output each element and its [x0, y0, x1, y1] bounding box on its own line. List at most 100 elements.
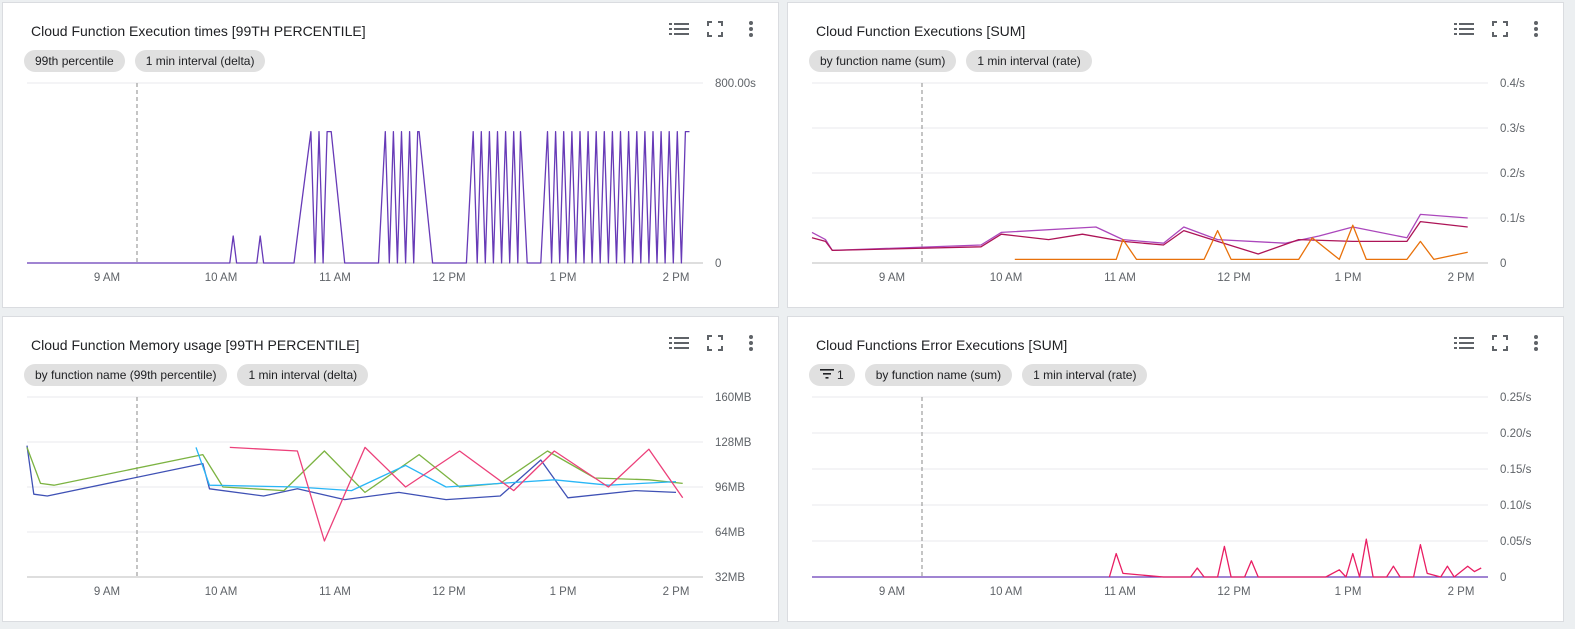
series-line — [811, 220, 1468, 255]
chart-card: Cloud Functions Error Executions [SUM] 1… — [787, 316, 1564, 622]
x-tick-label: 11 AM — [319, 272, 351, 284]
x-tick-label: 2 PM — [1448, 586, 1475, 598]
legend-list-icon — [1454, 335, 1474, 356]
more-vert-icon — [748, 20, 754, 43]
chip-row: by function name (sum) 1 min interval (r… — [809, 50, 1092, 72]
y-tick-label: 0 — [1500, 572, 1506, 584]
legend-toggle-button[interactable] — [1451, 19, 1477, 43]
interval-chip[interactable]: 1 min interval (delta) — [134, 50, 266, 72]
line-chart: 800.00s 0 9 AM 10 AM 11 AM 12 PM 1 PM 2 PM — [27, 78, 756, 284]
y-tick-label: 0 — [715, 258, 721, 270]
chart-toolbar — [1451, 19, 1549, 43]
filter-icon — [820, 364, 834, 386]
interval-chip[interactable]: 1 min interval (rate) — [1022, 364, 1148, 386]
interval-chip[interactable]: 1 min interval (rate) — [966, 50, 1092, 72]
x-tick-label: 10 AM — [990, 272, 1023, 284]
x-tick-label: 12 PM — [1217, 586, 1250, 598]
series-line — [195, 447, 677, 492]
y-tick-label: 0.25/s — [1500, 392, 1532, 404]
x-tick-label: 1 PM — [1335, 586, 1362, 598]
x-tick-label: 11 AM — [1104, 586, 1136, 598]
chip-row: 99th percentile 1 min interval (delta) — [24, 50, 266, 72]
y-tick-label: 0.05/s — [1500, 536, 1532, 548]
chart-toolbar — [1451, 333, 1549, 357]
chip-row: by function name (99th percentile) 1 min… — [24, 364, 369, 386]
chart-title: Cloud Functions Error Executions [SUM] — [816, 337, 1068, 353]
y-tick-label: 64MB — [715, 527, 745, 539]
y-tick-label: 32MB — [715, 572, 745, 584]
filter-count: 1 — [837, 368, 844, 382]
more-options-button[interactable] — [1523, 19, 1549, 43]
more-options-button[interactable] — [738, 333, 764, 357]
chart-card: Cloud Function Memory usage [99TH PERCEN… — [2, 316, 779, 622]
x-tick-label: 12 PM — [1217, 272, 1250, 284]
series-line — [26, 447, 683, 494]
y-tick-label: 128MB — [715, 437, 752, 449]
interval-chip[interactable]: 1 min interval (delta) — [237, 364, 369, 386]
more-vert-icon — [1533, 20, 1539, 43]
series-line — [229, 446, 684, 542]
series-line — [811, 213, 1468, 252]
fullscreen-button[interactable] — [1487, 333, 1513, 357]
y-tick-label: 160MB — [715, 392, 752, 404]
more-options-button[interactable] — [1523, 333, 1549, 357]
line-chart: 0.25/s 0.20/s 0.15/s 0.10/s 0.05/s 0 9 AM 10 AM… — [812, 392, 1532, 598]
fullscreen-button[interactable] — [702, 19, 728, 43]
x-tick-label: 11 AM — [319, 586, 351, 598]
x-tick-label: 10 AM — [990, 586, 1023, 598]
x-tick-label: 9 AM — [879, 586, 905, 598]
legend-list-icon — [669, 335, 689, 356]
chart-title: Cloud Function Executions [SUM] — [816, 23, 1026, 39]
y-tick-label: 96MB — [715, 482, 745, 494]
legend-toggle-button[interactable] — [666, 19, 692, 43]
legend-toggle-button[interactable] — [666, 333, 692, 357]
x-tick-label: 1 PM — [550, 586, 577, 598]
x-tick-label: 2 PM — [1448, 272, 1475, 284]
x-tick-label: 11 AM — [1104, 272, 1136, 284]
filter-chip[interactable]: 1 — [809, 364, 855, 386]
more-vert-icon — [748, 334, 754, 357]
fullscreen-icon — [1492, 334, 1508, 356]
fullscreen-icon — [707, 20, 723, 42]
x-tick-label: 9 AM — [94, 586, 120, 598]
chart-title: Cloud Function Execution times [99TH PER… — [31, 23, 366, 39]
series-line — [26, 445, 677, 501]
legend-list-icon — [669, 21, 689, 42]
grid-lines — [27, 396, 703, 578]
y-tick-label: 0.20/s — [1500, 428, 1532, 440]
legend-list-icon — [1454, 21, 1474, 42]
group-by-chip[interactable]: by function name (sum) — [864, 364, 1013, 386]
group-by-chip[interactable]: by function name (sum) — [809, 50, 957, 72]
grid-lines — [812, 396, 1488, 578]
fullscreen-icon — [1492, 20, 1508, 42]
x-tick-label: 9 AM — [94, 272, 120, 284]
legend-toggle-button[interactable] — [1451, 333, 1477, 357]
y-tick-label: 800.00s — [715, 78, 756, 90]
fullscreen-button[interactable] — [1487, 19, 1513, 43]
chart-toolbar — [666, 19, 764, 43]
y-tick-label: 0.10/s — [1500, 500, 1532, 512]
x-tick-label: 10 AM — [205, 586, 238, 598]
chip-row: 1 by function name (sum) 1 min interval … — [809, 364, 1148, 386]
chart-toolbar — [666, 333, 764, 357]
x-tick-label: 10 AM — [205, 272, 238, 284]
x-tick-label: 2 PM — [663, 586, 690, 598]
y-tick-label: 0.1/s — [1500, 213, 1525, 225]
chart-card: Cloud Function Executions [SUM] by funct… — [787, 2, 1564, 308]
y-tick-label: 0.3/s — [1500, 123, 1525, 135]
more-options-button[interactable] — [738, 19, 764, 43]
group-by-chip[interactable]: by function name (99th percentile) — [24, 364, 228, 386]
fullscreen-button[interactable] — [702, 333, 728, 357]
y-tick-label: 0.4/s — [1500, 78, 1525, 90]
x-tick-label: 2 PM — [663, 272, 690, 284]
y-tick-label: 0 — [1500, 258, 1506, 270]
more-vert-icon — [1533, 334, 1539, 357]
aggregation-chip[interactable]: 99th percentile — [24, 50, 125, 72]
x-tick-label: 12 PM — [432, 586, 465, 598]
x-tick-label: 1 PM — [550, 272, 577, 284]
y-tick-label: 0.15/s — [1500, 464, 1532, 476]
series-line — [27, 130, 690, 264]
series-line — [1014, 224, 1468, 261]
fullscreen-icon — [707, 334, 723, 356]
x-tick-label: 9 AM — [879, 272, 905, 284]
